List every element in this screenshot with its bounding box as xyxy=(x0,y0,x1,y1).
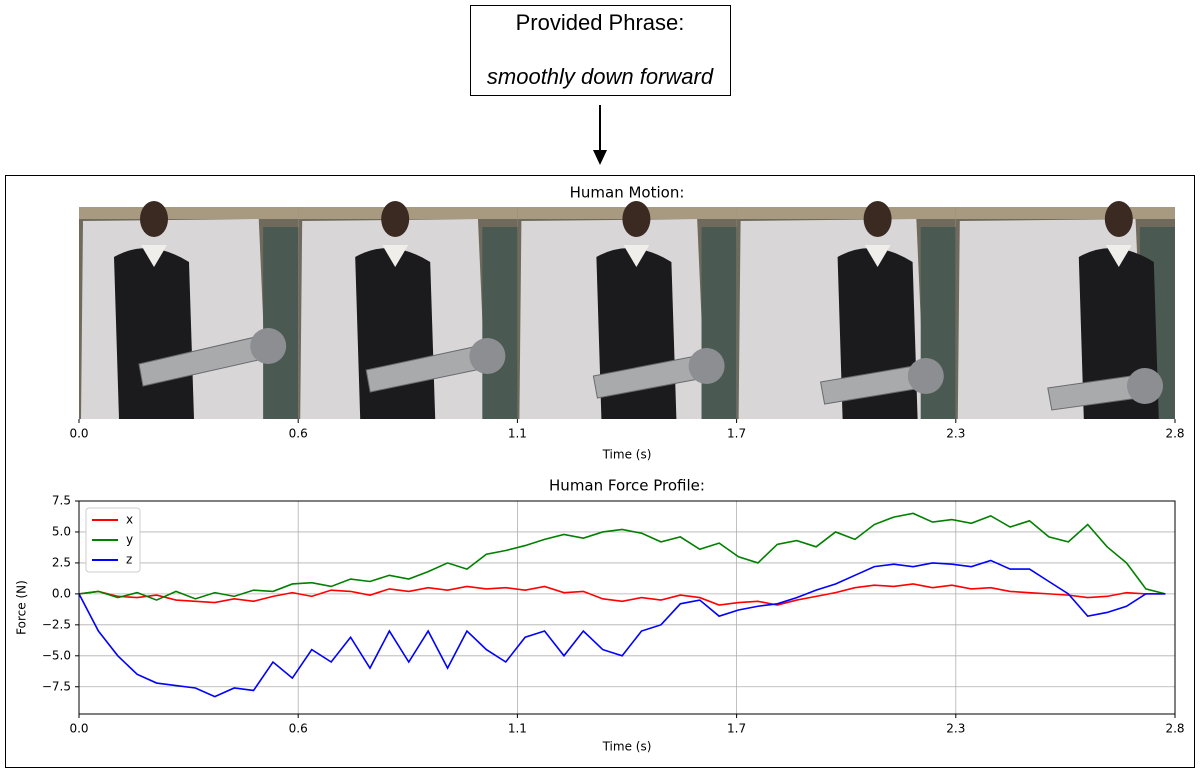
y-tick-label: −2.5 xyxy=(42,617,71,631)
x-tick-label: 0.0 xyxy=(69,427,88,441)
series-line xyxy=(78,512,1166,601)
legend-label: z xyxy=(126,553,132,567)
robot-joint xyxy=(1127,368,1163,404)
y-tick-label: 5.0 xyxy=(52,524,71,538)
collar xyxy=(382,245,409,267)
robot-joint xyxy=(688,348,725,384)
person xyxy=(114,248,194,419)
shelf xyxy=(482,227,518,419)
y-tick-label: 7.5 xyxy=(52,494,71,508)
legend-label: y xyxy=(126,533,133,547)
legend-label: x xyxy=(126,513,133,527)
x-tick-label: 2.8 xyxy=(1165,427,1184,441)
y-tick-label: 2.5 xyxy=(52,555,71,569)
x-axis-label: Time (s) xyxy=(602,740,652,754)
phrase-box xyxy=(470,5,731,96)
x-tick-label: 2.3 xyxy=(946,722,965,736)
x-tick-label: 1.7 xyxy=(727,722,746,736)
x-tick-label: 2.3 xyxy=(946,427,965,441)
person xyxy=(355,248,436,419)
panel-frame xyxy=(5,175,1195,768)
frame-floor xyxy=(736,207,956,219)
collar xyxy=(623,245,650,267)
head xyxy=(1104,201,1133,237)
x-tick-label: 0.6 xyxy=(289,427,308,441)
y-tick-label: −7.5 xyxy=(42,679,71,693)
chart-title: Human Force Profile: xyxy=(549,477,705,495)
frame-floor xyxy=(955,207,1175,219)
x-tick-label: 0.0 xyxy=(69,722,88,736)
arrow-head xyxy=(593,150,607,165)
series-line xyxy=(78,559,1166,698)
robot-joint xyxy=(250,328,287,364)
x-tick-label: 1.1 xyxy=(508,427,527,441)
shelf xyxy=(263,227,299,419)
plot-frame xyxy=(78,500,1176,715)
robot-joint xyxy=(469,338,506,374)
phrase-title: Provided Phrase: xyxy=(516,10,685,35)
phrase-text: smoothly down forward xyxy=(487,64,714,89)
shelf xyxy=(701,227,737,419)
x-tick-label: 1.1 xyxy=(508,722,527,736)
head xyxy=(381,201,410,237)
robot-joint xyxy=(907,358,944,394)
x-tick-label: 1.7 xyxy=(727,427,746,441)
strip-title: Human Motion: xyxy=(570,184,685,202)
x-tick-label: 2.8 xyxy=(1165,722,1184,736)
head xyxy=(863,201,892,237)
y-tick-label: −5.0 xyxy=(42,648,71,662)
x-tick-label: 0.6 xyxy=(289,722,308,736)
video-frames xyxy=(79,201,1175,419)
series-line xyxy=(78,583,1166,606)
collar xyxy=(141,245,167,267)
collar xyxy=(864,245,891,267)
head xyxy=(140,201,168,237)
collar xyxy=(1105,245,1132,267)
y-axis-label: Force (N) xyxy=(15,580,29,635)
head xyxy=(622,201,651,237)
x-axis-label: Time (s) xyxy=(602,448,652,462)
y-tick-label: 0.0 xyxy=(52,586,71,600)
frame-floor xyxy=(79,207,299,219)
